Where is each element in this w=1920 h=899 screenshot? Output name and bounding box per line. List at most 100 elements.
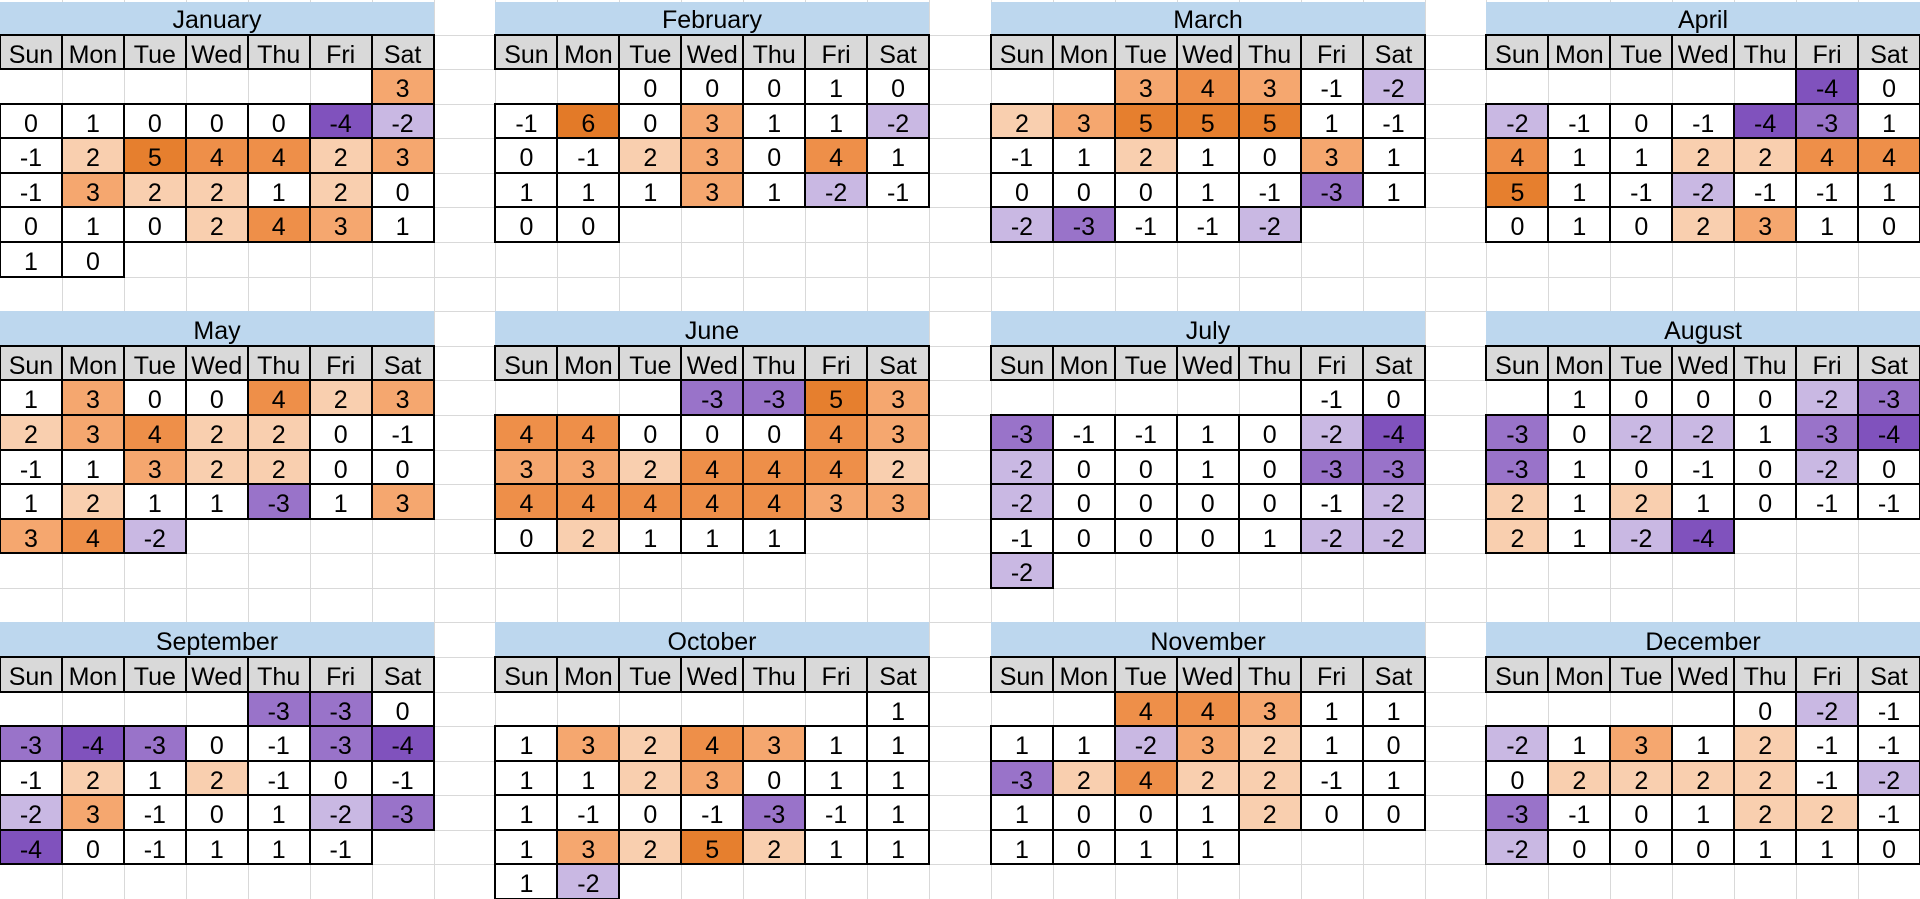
- svg-text:3: 3: [1758, 213, 1772, 241]
- svg-text:4: 4: [829, 144, 843, 172]
- svg-text:2: 2: [210, 421, 224, 449]
- svg-text:2: 2: [1077, 767, 1091, 795]
- svg-text:2: 2: [1758, 801, 1772, 829]
- svg-text:0: 0: [1139, 179, 1153, 207]
- svg-text:0: 0: [1634, 386, 1648, 414]
- svg-text:Fri: Fri: [822, 352, 851, 380]
- svg-text:1: 1: [86, 456, 100, 484]
- svg-text:February: February: [662, 6, 763, 34]
- svg-text:-1: -1: [1816, 490, 1838, 518]
- svg-text:0: 0: [210, 386, 224, 414]
- svg-text:-3: -3: [268, 698, 290, 726]
- svg-text:4: 4: [829, 456, 843, 484]
- svg-text:1: 1: [1572, 456, 1586, 484]
- svg-text:Fri: Fri: [1317, 352, 1346, 380]
- svg-text:5: 5: [1201, 110, 1215, 138]
- svg-text:Thu: Thu: [1744, 663, 1787, 691]
- svg-text:3: 3: [1201, 732, 1215, 760]
- svg-text:2: 2: [210, 456, 224, 484]
- svg-text:1: 1: [829, 732, 843, 760]
- svg-text:2: 2: [1758, 732, 1772, 760]
- svg-text:1: 1: [1201, 421, 1215, 449]
- svg-text:1: 1: [1201, 836, 1215, 864]
- svg-text:0: 0: [396, 456, 410, 484]
- svg-text:June: June: [685, 317, 739, 345]
- svg-text:2: 2: [1634, 767, 1648, 795]
- svg-text:1: 1: [767, 179, 781, 207]
- svg-text:Thu: Thu: [753, 41, 796, 69]
- svg-text:3: 3: [1634, 732, 1648, 760]
- svg-text:-2: -2: [20, 801, 42, 829]
- svg-text:0: 0: [1263, 456, 1277, 484]
- svg-text:Mon: Mon: [1555, 41, 1604, 69]
- svg-text:3: 3: [396, 386, 410, 414]
- svg-text:-1: -1: [1011, 525, 1033, 553]
- svg-text:3: 3: [334, 213, 348, 241]
- svg-text:1: 1: [1015, 801, 1029, 829]
- svg-text:1: 1: [1325, 698, 1339, 726]
- svg-text:-1: -1: [1568, 801, 1590, 829]
- svg-text:Sun: Sun: [1495, 352, 1539, 380]
- svg-text:5: 5: [1510, 179, 1524, 207]
- svg-text:-1: -1: [391, 767, 413, 795]
- svg-text:May: May: [193, 317, 241, 345]
- svg-text:1: 1: [1572, 386, 1586, 414]
- svg-text:3: 3: [1263, 698, 1277, 726]
- svg-text:0: 0: [1634, 801, 1648, 829]
- svg-text:0: 0: [1139, 456, 1153, 484]
- svg-text:-2: -2: [1320, 421, 1342, 449]
- svg-text:-3: -3: [1011, 767, 1033, 795]
- svg-text:-4: -4: [1382, 421, 1404, 449]
- svg-text:Tue: Tue: [629, 352, 671, 380]
- svg-text:1: 1: [148, 767, 162, 795]
- svg-text:1: 1: [1077, 732, 1091, 760]
- svg-text:0: 0: [1882, 213, 1896, 241]
- svg-text:3: 3: [1139, 75, 1153, 103]
- svg-text:0: 0: [1077, 490, 1091, 518]
- svg-text:-3: -3: [1320, 456, 1342, 484]
- svg-text:2: 2: [272, 456, 286, 484]
- svg-text:0: 0: [1139, 490, 1153, 518]
- svg-text:1: 1: [148, 490, 162, 518]
- svg-text:1: 1: [1572, 732, 1586, 760]
- svg-text:3: 3: [891, 490, 905, 518]
- svg-text:3: 3: [86, 179, 100, 207]
- svg-text:-2: -2: [1816, 698, 1838, 726]
- svg-text:0: 0: [334, 456, 348, 484]
- svg-text:0: 0: [705, 421, 719, 449]
- svg-text:August: August: [1664, 317, 1742, 345]
- svg-text:-2: -2: [330, 801, 352, 829]
- svg-text:-1: -1: [1320, 490, 1342, 518]
- svg-text:-2: -2: [1506, 732, 1528, 760]
- svg-text:0: 0: [1882, 836, 1896, 864]
- svg-text:2: 2: [1263, 767, 1277, 795]
- svg-text:-1: -1: [20, 767, 42, 795]
- svg-text:3: 3: [86, 801, 100, 829]
- svg-text:Fri: Fri: [326, 663, 355, 691]
- svg-text:Tue: Tue: [629, 663, 671, 691]
- svg-text:1: 1: [1572, 525, 1586, 553]
- svg-text:Sat: Sat: [1870, 41, 1908, 69]
- svg-text:Sun: Sun: [9, 41, 53, 69]
- svg-text:Sun: Sun: [9, 663, 53, 691]
- svg-text:Wed: Wed: [1182, 352, 1233, 380]
- svg-text:1: 1: [1696, 801, 1710, 829]
- svg-text:2: 2: [86, 490, 100, 518]
- svg-text:Thu: Thu: [257, 41, 300, 69]
- svg-text:-1: -1: [1011, 144, 1033, 172]
- svg-text:1: 1: [1325, 732, 1339, 760]
- svg-text:-1: -1: [268, 767, 290, 795]
- svg-text:Thu: Thu: [753, 352, 796, 380]
- svg-text:0: 0: [1510, 767, 1524, 795]
- svg-text:0: 0: [1263, 421, 1277, 449]
- svg-text:-2: -2: [887, 110, 909, 138]
- svg-text:0: 0: [396, 698, 410, 726]
- svg-text:1: 1: [1572, 490, 1586, 518]
- svg-text:Mon: Mon: [564, 352, 613, 380]
- svg-text:-2: -2: [144, 525, 166, 553]
- svg-text:Fri: Fri: [822, 41, 851, 69]
- svg-text:-3: -3: [701, 386, 723, 414]
- svg-text:Wed: Wed: [687, 663, 738, 691]
- svg-text:0: 0: [1634, 110, 1648, 138]
- svg-text:-3: -3: [1506, 421, 1528, 449]
